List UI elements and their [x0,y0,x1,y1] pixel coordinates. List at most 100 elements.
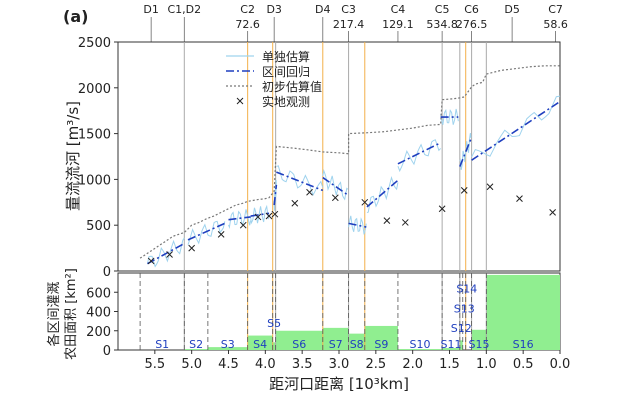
section-label: S9 [374,338,388,351]
area-bar [459,340,463,350]
top-label-name: C1,D2 [167,3,201,16]
observation-point [265,212,273,220]
lower-y-axis-label-line2: 农田面积 [km²] [64,268,79,360]
legend-entry: 实地观测 [236,94,310,109]
observation-point [331,194,339,202]
section-label: S7 [329,338,343,351]
y-tick-label: 2500 [78,36,111,51]
individual-estimate-line [459,132,472,170]
x-tick-label: 2.5 [365,357,386,372]
observation-point [516,195,523,202]
top-label-value: 129.1 [382,18,414,31]
section-label: S15 [468,338,489,351]
top-label-value: 58.6 [543,18,568,31]
top-label-name: C6 [464,3,479,16]
individual-estimate-line [440,108,459,125]
panel-label: (a) [63,7,88,26]
upper-y-axis-label: 量流流河 [m³/s] [64,101,82,211]
top-label-name: C5 [435,3,450,16]
observation-point [271,210,279,218]
area-bar [207,347,248,350]
area-bar [272,342,276,350]
area-bar [184,349,208,350]
y-tick-label: 1500 [78,128,111,143]
y-tick-label: 600 [86,286,111,301]
x-tick-label: 3.0 [329,357,350,372]
x-tick-label: 1.5 [439,357,460,372]
individual-estimate-line [348,215,367,235]
section-label: S6 [292,338,306,351]
upper-plot: 0 500 1000 1500 2000 2500 量流流河 [m³/s] 单独估算区间回… [64,36,561,280]
top-label-name: C4 [391,3,406,16]
area-bar [275,330,323,350]
observation-point [291,199,299,207]
legend-entry: 区间回归 [226,65,310,79]
area-bar [364,325,398,350]
top-label-name: D3 [266,3,281,16]
section-label: S16 [513,338,534,351]
regression-segment [250,212,270,217]
section-label: S11 [440,338,461,351]
top-label-name: C2 [240,3,255,16]
legend-entry: 初步估算值 [226,79,322,94]
observation-point [188,244,196,252]
legend-label: 区间回归 [262,65,310,79]
area-bar [486,274,560,350]
observation-point [486,183,494,191]
individual-estimate-line [228,209,252,229]
individual-estimate-line [366,175,399,214]
observation-point [361,198,369,206]
x-tick-label: 5.5 [144,357,165,372]
individual-estimate-line [146,237,185,268]
top-label: C7 58.6 [543,3,568,42]
individual-estimate-line [322,169,349,201]
observation-point [401,219,409,226]
observation-point [217,231,225,238]
top-label-name: C3 [341,3,356,16]
x-tick-label: 3.5 [292,357,313,372]
legend-label: 单独估算 [262,49,310,64]
section-label: S5 [267,317,281,330]
top-label: C6 276.5 [456,3,488,42]
regression-segment [366,179,399,208]
section-label: S3 [221,338,235,351]
x-axis-label: 距河口距离 [10³km] [269,375,409,393]
observation-point [383,217,391,224]
section-label: S2 [189,338,203,351]
area-bar [247,335,273,350]
top-label-value: 217.4 [333,18,365,31]
observation-point [239,221,247,229]
top-label-name: C7 [548,3,563,16]
top-label: D4 [315,3,331,42]
x-tick-label: 4.0 [255,357,276,372]
regression-segment [147,242,185,265]
section-label: S14 [456,282,477,295]
observation-point [549,209,556,216]
top-label-name: D4 [315,3,330,16]
y-tick-label: 0 [103,265,111,280]
top-label: C4 129.1 [382,3,414,42]
x-tick-label: 4.5 [218,357,239,372]
observation-point [438,205,446,213]
y-tick-label: 400 [86,306,111,321]
top-label-value: 276.5 [456,18,488,31]
y-tick-label: 1000 [78,173,111,188]
regression-segment [228,216,251,221]
top-label: C2 72.6 [235,3,260,42]
section-label: S12 [451,322,472,335]
individual-estimate-line [250,204,270,225]
y-tick-label: 200 [86,325,111,340]
x-tick-label: 2.0 [402,357,423,372]
y-tick-label: 2000 [78,82,111,97]
area-bar [442,348,460,350]
regression-segment [187,222,226,241]
area-bar [348,333,365,350]
top-label: C5 534.8 [426,3,458,42]
observation-point [306,188,313,196]
section-label: S13 [454,303,475,316]
section-label: S1 [155,338,169,351]
